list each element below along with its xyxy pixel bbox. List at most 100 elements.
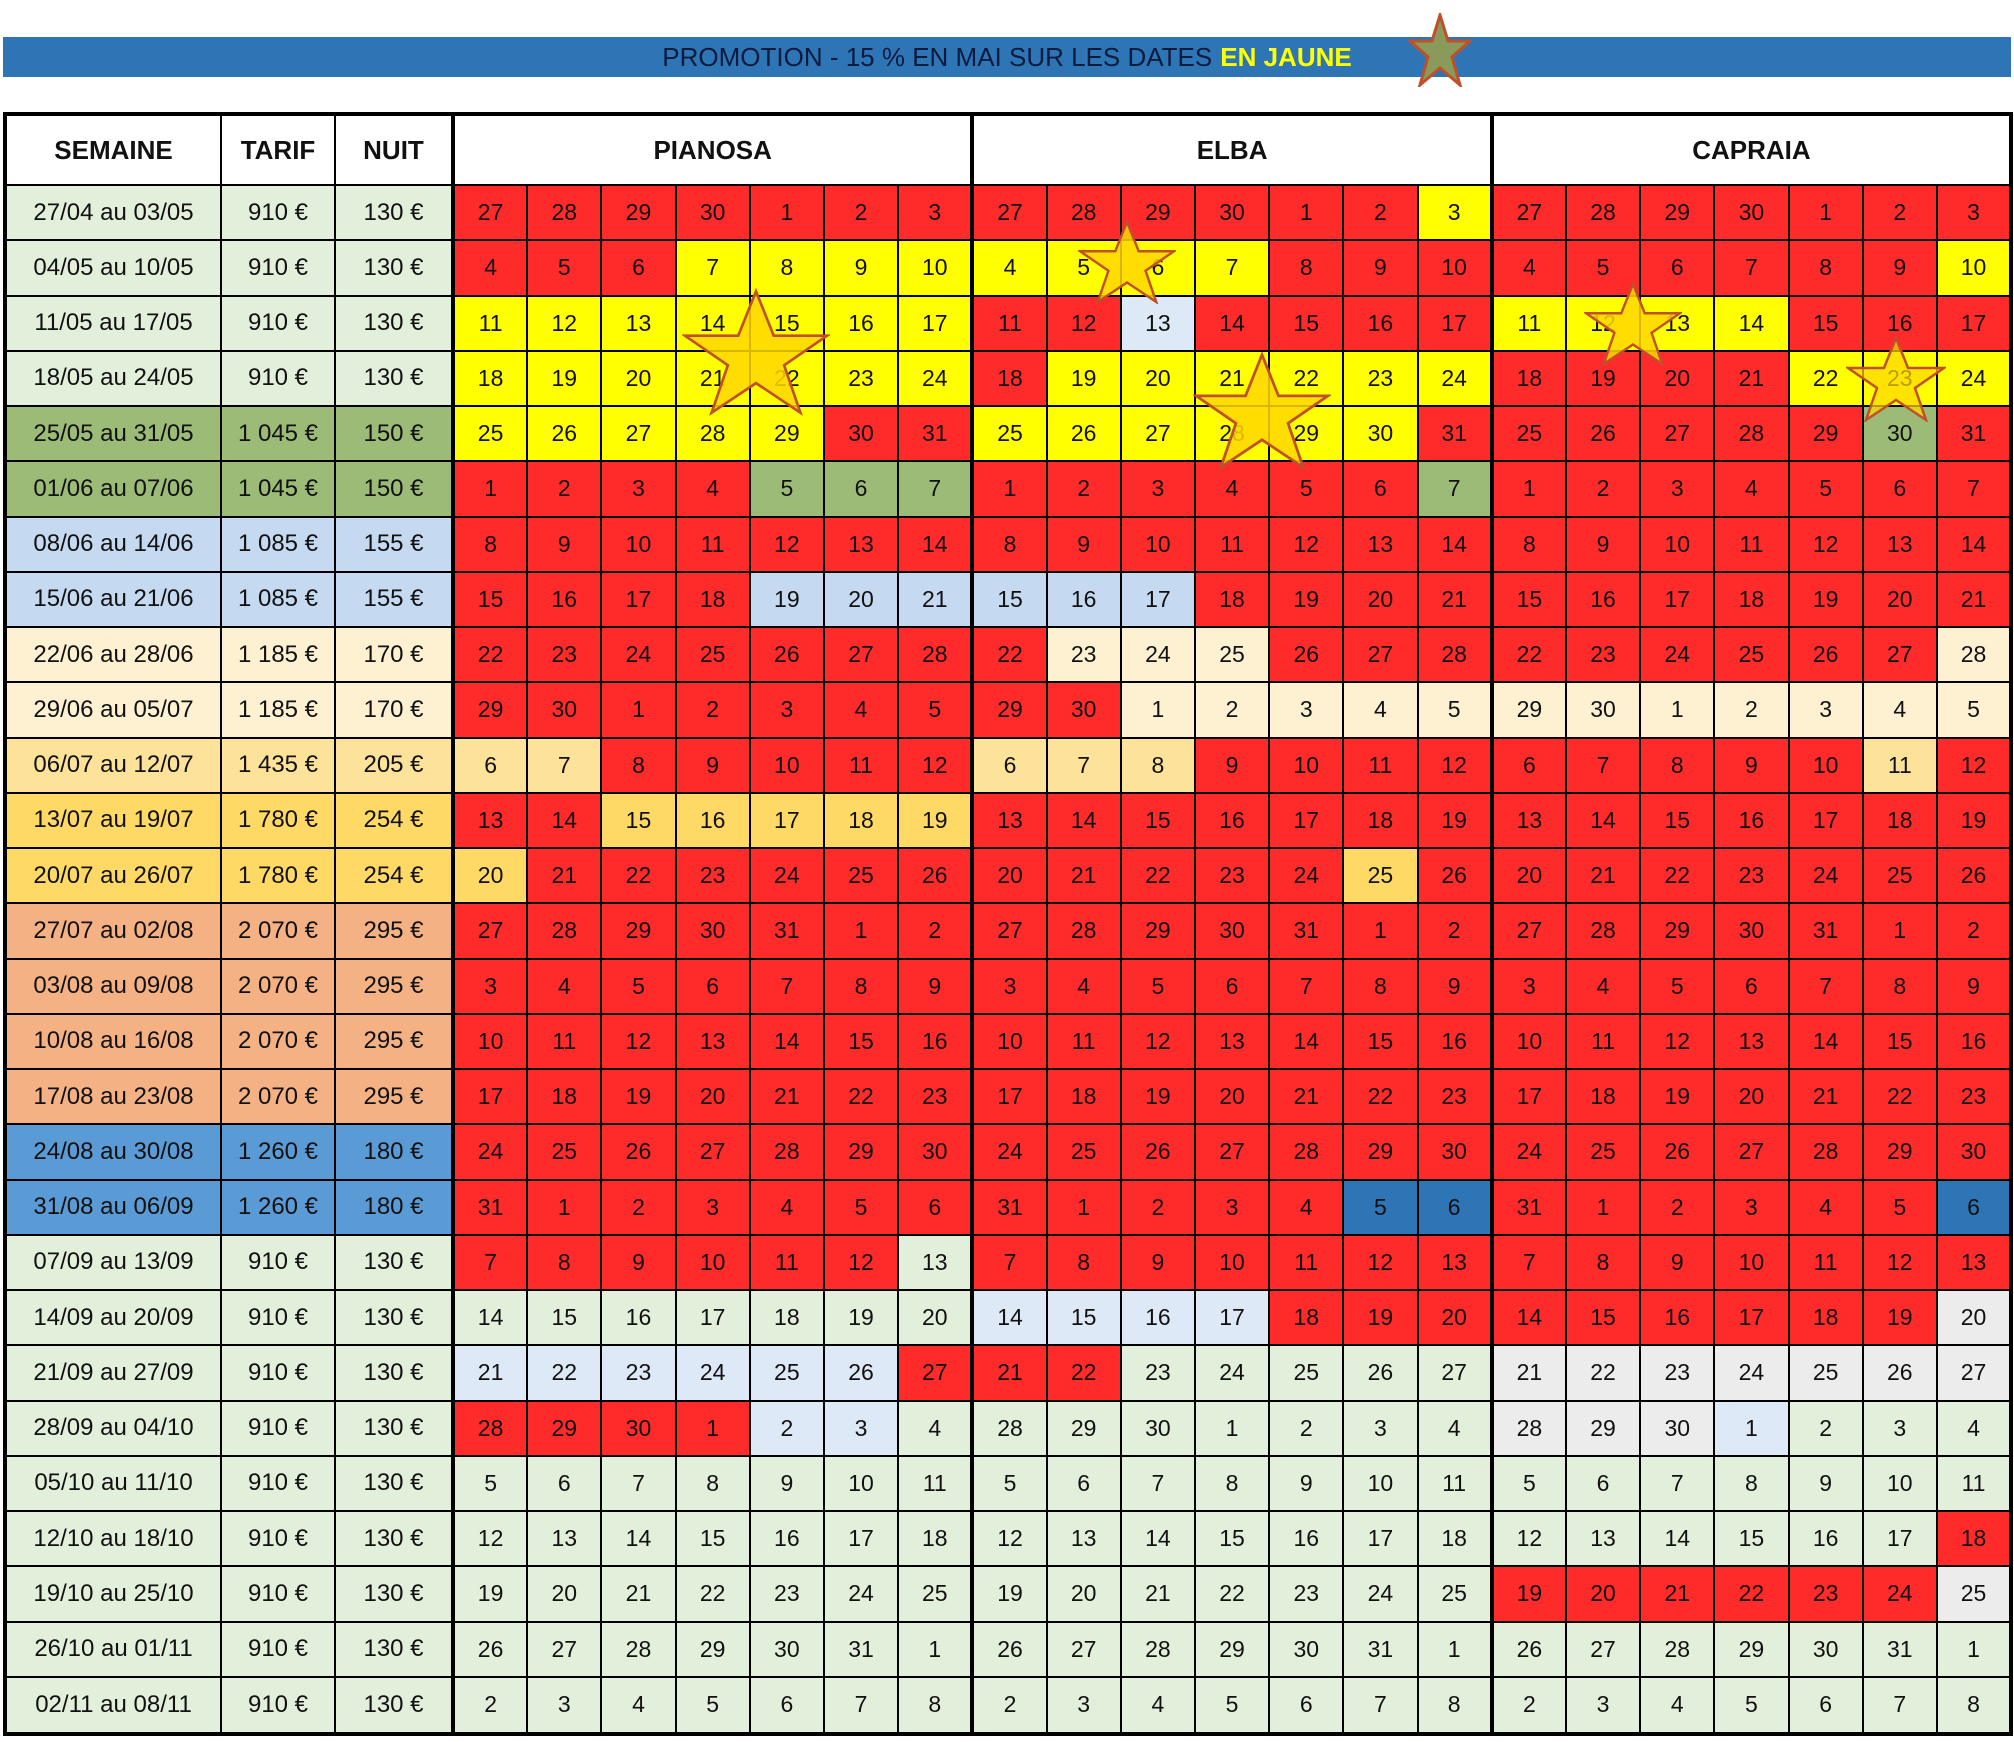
table-row: 18/05 au 24/05 910 €130 €18 19 20 21 22 23 24 18… [4, 349, 2013, 408]
day-cell-capraia: 22 [1861, 1067, 1938, 1126]
day-cell-elba: 24 [970, 1123, 1048, 1181]
day-cell-elba: 21 [1268, 1067, 1345, 1126]
day-cell-elba: 26 [1342, 1344, 1419, 1402]
day-cell-pianosa: 7 [748, 957, 825, 1015]
nuit-cell: 130 € [334, 1288, 455, 1347]
day-cell-capraia: 1 [1787, 183, 1864, 242]
day-cell-capraia: 23 [1787, 1565, 1864, 1623]
week-cell: 04/05 au 10/05 [4, 239, 222, 297]
day-cell-capraia: 30 [1713, 902, 1790, 960]
day-cell-elba: 2 [1268, 1399, 1345, 1457]
day-cell-capraia: 4 [1564, 957, 1642, 1015]
banner-highlight: EN JAUNE [1220, 41, 1352, 72]
nuit-cell: 150 € [334, 404, 455, 463]
day-cell-pianosa: 18 [822, 791, 900, 850]
day-cell-capraia: 21 [1489, 1344, 1567, 1402]
tarif-cell: 1 185 € [220, 681, 336, 739]
day-cell-pianosa: 20 [674, 1067, 751, 1126]
nuit-cell: 130 € [334, 1233, 455, 1292]
day-cell-capraia: 21 [1935, 570, 2013, 629]
tarif-cell: 1 185 € [220, 625, 336, 684]
day-cell-elba: 27 [1045, 1620, 1122, 1678]
tarif-cell: 910 € [220, 1509, 336, 1568]
day-cell-pianosa: 8 [674, 1454, 751, 1513]
nuit-cell: 130 € [334, 183, 455, 242]
day-cell-elba: 7 [1342, 1675, 1419, 1736]
day-cell-capraia: 11 [1489, 294, 1567, 352]
tarif-cell: 1 780 € [220, 846, 336, 905]
day-cell-pianosa: 30 [526, 681, 603, 739]
nuit-cell: 254 € [334, 846, 455, 905]
day-cell-elba: 5 [970, 1454, 1048, 1513]
day-cell-elba: 4 [1342, 681, 1419, 739]
day-cell-elba: 3 [1045, 1675, 1122, 1736]
day-cell-capraia: 1 [1489, 460, 1567, 518]
day-cell-pianosa: 10 [674, 1233, 751, 1292]
tarif-cell: 910 € [220, 1344, 336, 1402]
day-cell-pianosa: 12 [748, 515, 825, 573]
day-cell-capraia: 16 [1787, 1509, 1864, 1568]
day-cell-capraia: 25 [1861, 846, 1938, 905]
day-cell-elba: 13 [970, 791, 1048, 850]
day-cell-pianosa: 6 [600, 239, 677, 297]
day-cell-elba: 19 [1045, 349, 1122, 408]
day-cell-capraia: 22 [1713, 1565, 1790, 1623]
day-cell-elba: 21 [970, 1344, 1048, 1402]
day-cell-elba: 17 [1193, 1288, 1271, 1347]
day-cell-elba: 18 [1416, 1509, 1493, 1568]
week-cell: 21/09 au 27/09 [4, 1344, 222, 1402]
day-cell-pianosa: 19 [526, 349, 603, 408]
day-cell-pianosa: 7 [450, 1233, 529, 1292]
day-cell-pianosa: 17 [822, 1509, 900, 1568]
day-cell-capraia: 19 [1489, 1565, 1567, 1623]
day-cell-pianosa: 26 [822, 1344, 900, 1402]
day-cell-capraia: 15 [1861, 1012, 1938, 1071]
day-cell-pianosa: 9 [822, 239, 900, 297]
promotion-banner: PROMOTION - 15 % EN MAI SUR LES DATES EN… [3, 37, 2011, 77]
day-cell-elba: 11 [970, 294, 1048, 352]
day-cell-pianosa: 18 [526, 1067, 603, 1126]
day-cell-elba: 1 [1268, 183, 1345, 242]
day-cell-pianosa: 30 [897, 1123, 974, 1181]
day-cell-elba: 10 [970, 1012, 1048, 1071]
day-cell-pianosa: 3 [600, 460, 677, 518]
day-cell-pianosa: 6 [748, 1675, 825, 1736]
day-cell-elba: 13 [1342, 515, 1419, 573]
day-cell-elba: 30 [1268, 1620, 1345, 1678]
day-cell-elba: 29 [1119, 902, 1196, 960]
day-cell-capraia: 2 [1713, 681, 1790, 739]
day-cell-elba: 18 [1268, 1288, 1345, 1347]
week-cell: 15/06 au 21/06 [4, 570, 222, 629]
day-cell-elba: 7 [1416, 460, 1493, 518]
day-cell-pianosa: 28 [897, 625, 974, 684]
week-cell: 06/07 au 12/07 [4, 736, 222, 794]
day-cell-elba: 23 [1342, 349, 1419, 408]
day-cell-capraia: 3 [1489, 957, 1567, 1015]
day-cell-capraia: 28 [1489, 1399, 1567, 1457]
day-cell-pianosa: 22 [600, 846, 677, 905]
day-cell-capraia: 16 [1935, 1012, 2013, 1071]
day-cell-capraia: 7 [1564, 736, 1642, 794]
week-cell: 02/11 au 08/11 [4, 1675, 222, 1736]
table-row: 10/08 au 16/08 2 070 €295 €10 11 12 13 14 15 16… [4, 1012, 2013, 1071]
availability-table: SEMAINE TARIF NUIT PIANOSA ELBA CAPRAIA … [3, 112, 2014, 1736]
day-cell-capraia: 23 [1935, 1067, 2013, 1126]
day-cell-pianosa: 15 [674, 1509, 751, 1568]
day-cell-elba: 24 [1119, 625, 1196, 684]
day-cell-pianosa: 4 [748, 1178, 825, 1236]
day-cell-elba: 28 [1119, 1620, 1196, 1678]
day-cell-capraia: 15 [1489, 570, 1567, 629]
day-cell-elba: 12 [1416, 736, 1493, 794]
day-cell-pianosa: 27 [450, 902, 529, 960]
day-cell-pianosa: 19 [822, 1288, 900, 1347]
tarif-cell: 910 € [220, 349, 336, 408]
day-cell-pianosa: 14 [600, 1509, 677, 1568]
day-cell-capraia: 7 [1787, 957, 1864, 1015]
day-cell-pianosa: 9 [526, 515, 603, 573]
day-cell-pianosa: 24 [450, 1123, 529, 1181]
day-cell-pianosa: 17 [748, 791, 825, 850]
day-cell-elba: 15 [1268, 294, 1345, 352]
day-cell-pianosa: 13 [897, 1233, 974, 1292]
day-cell-capraia: 9 [1787, 1454, 1864, 1513]
day-cell-elba: 1 [1119, 681, 1196, 739]
